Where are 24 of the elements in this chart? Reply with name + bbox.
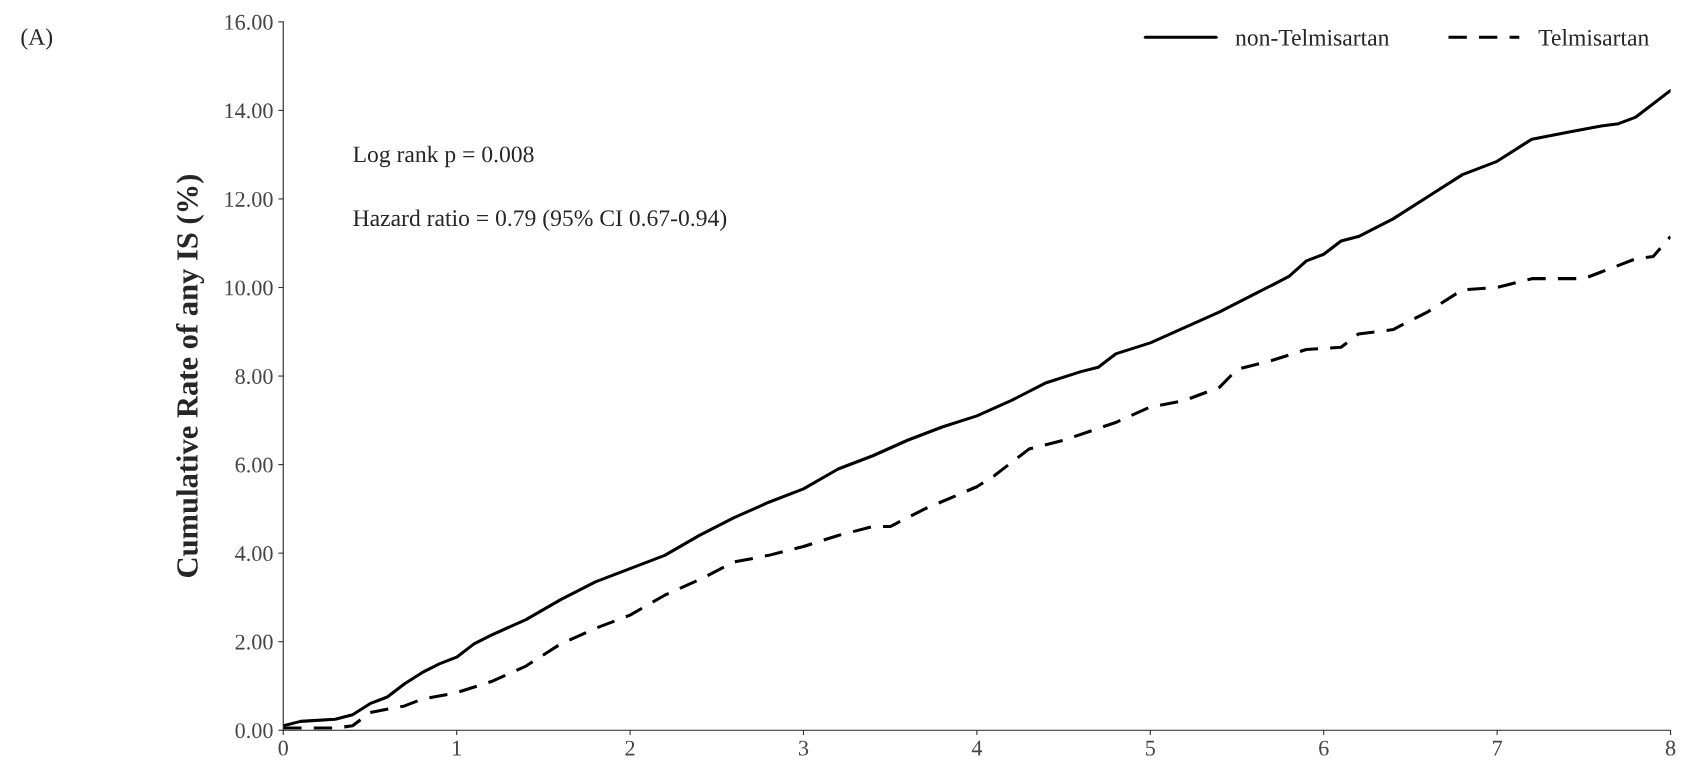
legend-label: Telmisartan [1538,29,1649,46]
x-tick-label: 2 [625,740,635,756]
y-tick-label: 2.00 [235,634,273,650]
y-tick-label: 16.00 [225,14,273,30]
text: (A) [21,28,53,50]
x-tick-label: 3 [798,740,809,756]
legend-label: non-Telmisartan [1235,29,1390,46]
x-tick-label: 4 [971,740,983,756]
x-tick-label: 6 [1319,740,1329,756]
annotation: Hazard ratio = 0.79 (95% CI 0.67-0.94) [353,209,727,231]
x-tick-label: 5 [1146,740,1155,756]
x-tick-label: 8 [1665,740,1676,756]
x-tick-label: 7 [1493,740,1503,756]
y-tick-label: 0.00 [235,723,273,739]
y-tick-label: 6.00 [235,457,273,473]
y-tick-label: 14.00 [225,103,273,119]
annotation: Log rank p = 0.008 [353,145,534,168]
y-tick-label: 10.00 [225,280,273,296]
y-tick-label: 4.00 [235,546,273,562]
x-tick-label: 0 [278,740,288,756]
y-tick-label: 12.00 [225,191,273,207]
y-tick-label: 8.00 [235,368,273,385]
x-tick-label: 1 [453,740,461,756]
y-axis-title: Cumulative Rate of any IS (%) [175,174,205,577]
